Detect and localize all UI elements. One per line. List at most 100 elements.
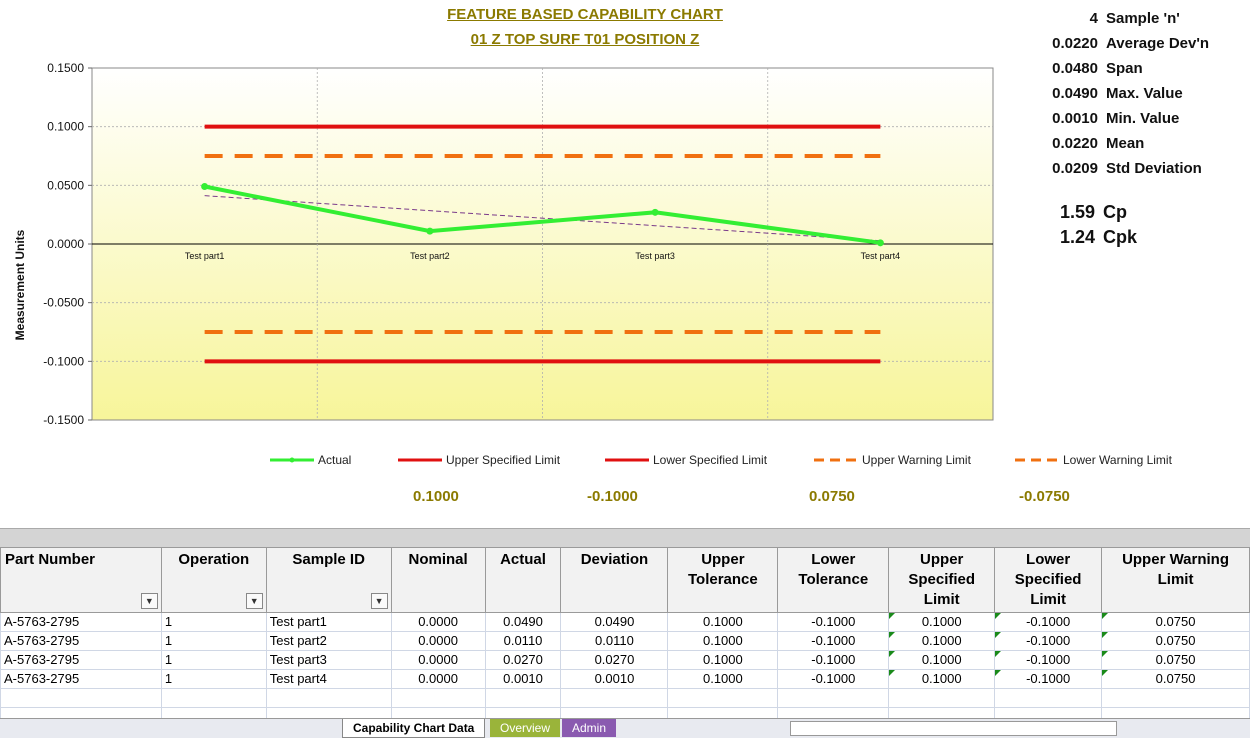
header-part-number[interactable]: Part Number ▼	[0, 547, 162, 613]
header-deviation: Deviation	[560, 547, 669, 613]
empty-cell[interactable]	[160, 688, 267, 708]
cell-lower-specified-limit[interactable]: -0.1000	[994, 631, 1103, 651]
cell-sample-id[interactable]: Test part3	[265, 650, 392, 670]
cell-lower-specified-limit[interactable]: -0.1000	[994, 669, 1103, 689]
empty-cell[interactable]	[560, 688, 669, 708]
table-row: A-5763-2795 1 Test part3 0.0000 0.0270 0.0270…	[0, 650, 1250, 670]
actual-point	[876, 239, 884, 247]
horizontal-scrollbar[interactable]	[790, 721, 1117, 736]
chart-legend: Actual Upper Specified Limit Lower Speci…	[260, 453, 1220, 473]
cell-lower-tolerance[interactable]: -0.1000	[777, 631, 890, 651]
cell-upper-warning-limit[interactable]: 0.0750	[1101, 650, 1250, 670]
empty-cell[interactable]	[994, 688, 1103, 708]
empty-cell[interactable]	[265, 688, 392, 708]
cell-upper-tolerance[interactable]: 0.1000	[667, 631, 779, 651]
legend-lower-warn-swatch	[1015, 458, 1059, 462]
cell-deviation[interactable]: 0.0490	[560, 612, 669, 632]
empty-cell[interactable]	[888, 688, 996, 708]
cell-actual[interactable]: 0.0490	[484, 612, 562, 632]
cpk-value: 1.24 Cpk	[1059, 227, 1138, 247]
y-tick-label: -0.0500	[43, 296, 84, 310]
cell-upper-specified-limit[interactable]: 0.1000	[888, 612, 996, 632]
cell-actual[interactable]: 0.0110	[484, 631, 562, 651]
cell-part-number[interactable]: A-5763-2795	[0, 650, 162, 670]
table-body: A-5763-2795 1 Test part1 0.0000 0.0490 0.0490…	[0, 612, 1250, 727]
cell-lower-tolerance[interactable]: -0.1000	[777, 669, 890, 689]
y-tick-label: 0.1000	[47, 120, 84, 134]
legend-actual: Actual	[270, 453, 351, 467]
tab-overview[interactable]: Overview	[490, 719, 561, 737]
legend-lower-spec: Lower Specified Limit	[605, 453, 767, 467]
empty-row	[0, 688, 1250, 708]
actual-point	[651, 208, 659, 216]
y-axis-label: Measurement Units	[13, 229, 27, 340]
filter-active-icon[interactable]: ▼	[140, 593, 158, 609]
cell-upper-specified-limit[interactable]: 0.1000	[888, 669, 996, 689]
cell-deviation[interactable]: 0.0110	[560, 631, 669, 651]
filter-active-icon[interactable]: ▼	[245, 593, 263, 609]
cell-upper-warning-limit[interactable]: 0.0750	[1101, 669, 1250, 689]
y-axis-ticks: 0.1500 0.1000 0.0500 0.0000 -0.0500 -0.1000 -0…	[43, 61, 92, 427]
cell-upper-specified-limit[interactable]: 0.1000	[888, 631, 996, 651]
actual-point	[426, 227, 434, 235]
empty-cell[interactable]	[777, 688, 890, 708]
cell-sample-id[interactable]: Test part2	[265, 631, 392, 651]
cell-operation[interactable]: 1	[160, 612, 267, 632]
limit-lower-spec: -0.1000	[587, 488, 638, 505]
tab-capability-chart-data[interactable]: Capability Chart Data	[342, 719, 486, 738]
chart-title: FEATURE BASED CAPABILITY CHART	[447, 6, 723, 23]
y-tick-label: 0.1500	[47, 61, 84, 75]
cell-upper-warning-limit[interactable]: 0.0750	[1101, 631, 1250, 651]
header-nominal: Nominal	[390, 547, 486, 613]
cell-deviation[interactable]: 0.0270	[560, 650, 669, 670]
cp-value: 1.59 Cp	[1059, 202, 1127, 222]
cell-part-number[interactable]: A-5763-2795	[0, 612, 162, 632]
cell-operation[interactable]: 1	[160, 631, 267, 651]
cell-sample-id[interactable]: Test part1	[265, 612, 392, 632]
header-sample-id[interactable]: Sample ID ▼	[265, 547, 392, 613]
cell-operation[interactable]: 1	[160, 650, 267, 670]
cell-lower-specified-limit[interactable]: -0.1000	[994, 612, 1103, 632]
sheet-divider	[0, 528, 1250, 547]
cell-nominal[interactable]: 0.0000	[390, 669, 486, 689]
cell-nominal[interactable]: 0.0000	[390, 612, 486, 632]
cell-part-number[interactable]: A-5763-2795	[0, 669, 162, 689]
empty-cell[interactable]	[484, 688, 562, 708]
cell-sample-id[interactable]: Test part4	[265, 669, 392, 689]
cell-nominal[interactable]: 0.0000	[390, 631, 486, 651]
x-tick-label: Test part1	[185, 251, 225, 261]
cell-deviation[interactable]: 0.0010	[560, 669, 669, 689]
tab-admin[interactable]: Admin	[562, 719, 617, 737]
cell-upper-tolerance[interactable]: 0.1000	[667, 650, 779, 670]
cell-part-number[interactable]: A-5763-2795	[0, 631, 162, 651]
series-lines	[201, 124, 884, 364]
table-row: A-5763-2795 1 Test part1 0.0000 0.0490 0.0490…	[0, 612, 1250, 632]
legend-actual-swatch	[270, 457, 314, 463]
chart-subtitle: 01 Z TOP SURF T01 POSITION Z	[470, 31, 700, 48]
cell-actual[interactable]: 0.0270	[484, 650, 562, 670]
empty-cell[interactable]	[390, 688, 486, 708]
cell-upper-warning-limit[interactable]: 0.0750	[1101, 612, 1250, 632]
cell-lower-tolerance[interactable]: -0.1000	[777, 612, 890, 632]
cell-nominal[interactable]: 0.0000	[390, 650, 486, 670]
cell-upper-specified-limit[interactable]: 0.1000	[888, 650, 996, 670]
cell-upper-tolerance[interactable]: 0.1000	[667, 612, 779, 632]
cell-actual[interactable]: 0.0010	[484, 669, 562, 689]
cell-lower-tolerance[interactable]: -0.1000	[777, 650, 890, 670]
header-operation[interactable]: Operation ▼	[160, 547, 267, 613]
header-upper-specified-limit: Upper Specified Limit	[888, 547, 996, 613]
filter-dropdown-icon[interactable]: ▼	[370, 593, 388, 609]
x-tick-label: Test part3	[635, 251, 675, 261]
cell-operation[interactable]: 1	[160, 669, 267, 689]
empty-cell[interactable]	[1101, 688, 1250, 708]
legend-lower-warn: Lower Warning Limit	[1015, 453, 1172, 467]
sheet-tab-bar: Capability Chart Data Overview Admin	[0, 718, 1250, 738]
empty-cell[interactable]	[0, 688, 162, 708]
cell-upper-tolerance[interactable]: 0.1000	[667, 669, 779, 689]
header-upper-tolerance: Upper Tolerance	[667, 547, 779, 613]
stat-mean: 0.0220 Mean	[1052, 135, 1145, 152]
y-tick-label: -0.1500	[43, 413, 84, 427]
cell-lower-specified-limit[interactable]: -0.1000	[994, 650, 1103, 670]
empty-cell[interactable]	[667, 688, 779, 708]
stat-min-value: 0.0010 Min. Value	[1052, 110, 1180, 127]
